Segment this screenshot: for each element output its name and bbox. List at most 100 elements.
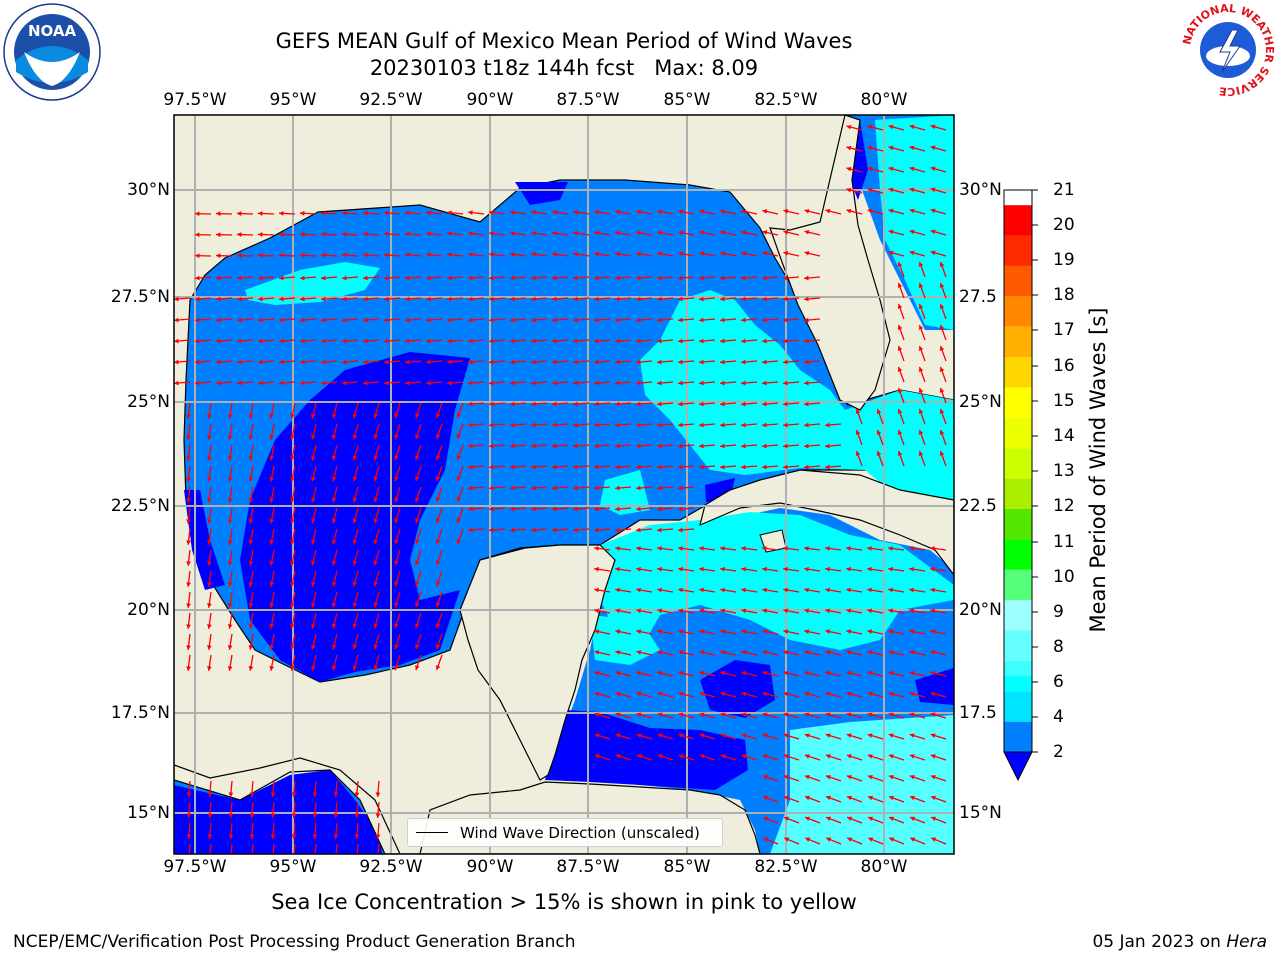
wind-wave-arrowhead xyxy=(394,434,399,440)
wind-wave-arrowhead xyxy=(867,629,873,634)
wind-wave-arrowhead xyxy=(825,774,831,780)
wind-wave-arrowhead xyxy=(426,359,431,365)
wind-wave-arrowhead xyxy=(552,317,557,323)
colorbar-tick: 17 xyxy=(1053,320,1075,340)
wind-wave-arrowhead xyxy=(573,401,578,407)
wind-wave-arrowhead xyxy=(657,443,662,449)
wind-wave-arrowhead xyxy=(699,650,705,655)
colorbar-tick: 8 xyxy=(1053,637,1064,657)
wind-wave-arrowhead xyxy=(741,338,746,344)
wind-wave-arrowhead xyxy=(216,380,221,386)
wind-wave-arrowhead xyxy=(930,187,936,193)
wind-wave-arrowhead xyxy=(405,380,410,386)
wind-wave-arrowhead xyxy=(783,443,788,449)
wind-wave-arrowhead xyxy=(405,338,410,344)
colorbar-tick: 4 xyxy=(1053,707,1064,727)
wind-wave-arrowhead xyxy=(846,608,852,614)
wind-wave-arrowhead xyxy=(918,387,924,393)
wind-wave-arrowhead xyxy=(720,380,725,386)
wind-wave-arrowhead xyxy=(310,518,316,524)
wind-wave-arrowhead xyxy=(741,691,747,697)
wind-wave-arrowhead xyxy=(552,464,557,470)
wind-wave-arrowhead xyxy=(867,795,873,801)
wind-wave-arrowhead xyxy=(678,650,684,655)
wind-wave-arrowhead xyxy=(615,629,621,634)
wind-wave-arrowhead xyxy=(594,546,599,551)
wind-wave-arrowhead xyxy=(909,795,915,801)
wind-wave-arrowhead xyxy=(826,837,832,842)
wind-wave-arrowhead xyxy=(804,670,810,676)
wind-wave-arrowhead xyxy=(489,464,494,470)
wind-wave-arrowhead xyxy=(207,603,212,608)
wind-wave-arrowhead xyxy=(636,506,641,512)
wind-wave-arrowhead xyxy=(531,527,536,533)
wind-wave-arrowhead xyxy=(939,261,945,267)
wind-wave-arrowhead xyxy=(804,296,809,302)
wind-wave-arrowhead xyxy=(468,422,473,428)
wind-wave-arrowhead xyxy=(720,359,725,365)
wind-wave-arrowhead xyxy=(804,774,810,780)
wind-wave-arrowhead xyxy=(594,464,599,470)
wind-wave-arrowhead xyxy=(636,754,642,759)
wind-wave-arrowhead xyxy=(699,230,705,236)
wind-wave-arrowhead xyxy=(783,464,788,470)
wind-wave-arrowhead xyxy=(805,837,811,842)
wind-wave-arrowhead xyxy=(352,476,358,482)
wind-wave-arrow xyxy=(293,843,296,854)
wind-wave-arrowhead xyxy=(930,587,935,593)
wind-wave-arrowhead xyxy=(657,506,662,512)
colorbar-tick: 6 xyxy=(1053,672,1064,692)
wind-wave-arrowhead xyxy=(394,518,399,524)
wind-wave-arrowhead xyxy=(489,380,494,386)
wind-wave-arrowhead xyxy=(573,275,578,281)
wind-wave-arrowhead xyxy=(290,539,295,545)
wind-wave-arrowhead xyxy=(456,434,462,439)
wind-wave-arrowhead xyxy=(510,296,515,302)
wind-wave-arrowhead xyxy=(699,733,705,738)
wind-wave-arrowhead xyxy=(657,670,663,676)
wind-wave-arrowhead xyxy=(290,560,295,566)
wind-wave-arrowhead xyxy=(227,603,233,608)
wind-wave-arrowhead xyxy=(363,317,368,323)
wind-wave-arrowhead xyxy=(741,359,746,365)
wind-wave-arrowhead xyxy=(741,629,747,634)
wind-wave-arrowhead xyxy=(930,733,936,738)
wind-wave-arrowhead xyxy=(699,691,705,697)
wind-wave-arrowhead xyxy=(174,317,179,323)
wind-wave-arrowhead xyxy=(468,506,473,512)
wind-wave-arrowhead xyxy=(657,608,663,614)
wind-wave-arrowhead xyxy=(249,813,255,818)
wind-wave-arrowhead xyxy=(331,476,337,482)
wind-wave-arrowhead xyxy=(352,413,358,419)
wind-wave-arrowhead xyxy=(699,443,704,449)
wind-wave-arrowhead xyxy=(415,455,420,461)
wind-wave-arrowhead xyxy=(333,834,339,839)
wind-wave-arrowhead xyxy=(930,754,936,759)
wind-wave-arrowhead xyxy=(310,455,316,461)
wind-wave-arrowhead xyxy=(783,359,788,365)
wind-wave-arrowhead xyxy=(888,712,894,718)
wind-wave-arrowhead xyxy=(552,485,557,491)
wind-wave-arrowhead xyxy=(228,792,234,797)
wind-wave-arrowhead xyxy=(435,665,441,671)
wind-wave-arrowhead xyxy=(510,422,515,428)
wind-wave-arrowhead xyxy=(615,546,620,551)
wind-wave-arrowhead xyxy=(868,816,874,822)
wind-wave-arrowhead xyxy=(207,456,212,461)
wind-wave-arrowhead xyxy=(237,296,242,302)
wind-wave-arrowhead xyxy=(373,581,379,587)
wind-wave-arrowhead xyxy=(552,275,557,281)
wind-wave-arrowhead xyxy=(227,645,233,650)
chart-subtitle: 20230103 t18z 144h fcst Max: 8.09 xyxy=(369,56,759,80)
date-stamp: 05 Jan 2023 on Hera xyxy=(1092,932,1267,952)
wind-wave-arrowhead xyxy=(783,566,788,572)
wind-wave-arrowhead xyxy=(804,380,809,386)
wind-wave-arrowhead xyxy=(825,464,830,470)
wind-wave-arrowhead xyxy=(615,506,620,512)
wind-wave-arrowhead xyxy=(804,566,809,572)
chart-title: GEFS MEAN Gulf of Mexico Mean Period of … xyxy=(275,29,853,53)
wind-wave-arrowhead xyxy=(876,429,882,435)
wind-wave-arrowhead xyxy=(269,497,275,503)
wind-wave-arrowhead xyxy=(930,629,936,634)
wind-wave-arrowhead xyxy=(573,338,578,344)
